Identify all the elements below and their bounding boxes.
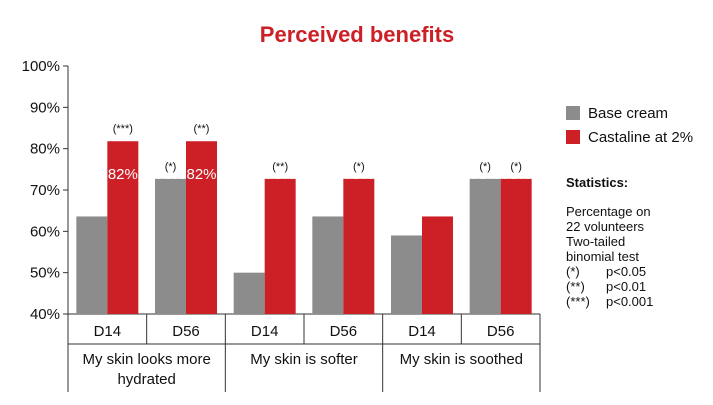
- significance-marker: (**): [194, 123, 210, 135]
- y-tick-label: 60%: [30, 223, 60, 240]
- statistics-line: 22 volunteers: [566, 219, 645, 234]
- legend: Base cream Castaline at 2%: [566, 105, 693, 146]
- data-label: 73%: [265, 166, 295, 183]
- bar-base-cream-1: [155, 178, 186, 314]
- category-label: D56: [487, 323, 515, 340]
- significance-marker: (*): [165, 161, 177, 173]
- group-label: My skin is soothed: [400, 351, 523, 368]
- category-label: D14: [94, 323, 122, 340]
- y-tick-label: 100%: [22, 58, 60, 75]
- y-tick-label: 70%: [30, 182, 60, 199]
- significance-marker: (*): [479, 161, 491, 173]
- y-tick-label: 40%: [30, 306, 60, 323]
- statistics-line: Two-tailed: [566, 234, 625, 249]
- data-label: 82%: [108, 166, 138, 183]
- legend-swatch: [566, 130, 580, 144]
- significance-threshold: p<0.01: [606, 279, 646, 294]
- significance-marker: (***): [113, 123, 133, 135]
- bar-base-cream-5: [469, 178, 501, 314]
- category-label: D56: [172, 323, 200, 340]
- bar-base-cream-2: [233, 272, 265, 314]
- legend-swatch: [566, 106, 580, 120]
- bar-castaline-2: [264, 178, 296, 314]
- bar-castaline-3: [343, 178, 375, 314]
- y-tick-label: 50%: [30, 265, 60, 282]
- data-label: 73%: [470, 166, 500, 183]
- bar-castaline-5: [500, 178, 532, 314]
- y-tick-label: 90%: [30, 99, 60, 116]
- axes: 40% 50% 60% 70% 80% 90% 100% D14 D56 D14 D56 D14 D56…: [22, 58, 541, 392]
- significance-marker: (**): [272, 161, 288, 173]
- bars: [76, 141, 532, 314]
- legend-label: Base cream: [588, 105, 668, 122]
- significance-marker: (*): [353, 161, 365, 173]
- data-label: 73%: [501, 166, 531, 183]
- data-label: 73%: [344, 166, 374, 183]
- group-label: My skin is softer: [250, 351, 358, 368]
- significance-symbol: (*): [566, 264, 580, 279]
- bar-castaline-1: [186, 141, 217, 314]
- group-label: hydrated: [117, 371, 175, 388]
- bar-labels: 82%(***)73%(*) 82%(**)73%(**) 73%(*) 73%(*)…: [108, 123, 531, 183]
- bar-base-cream-0: [76, 216, 108, 314]
- category-label: D56: [330, 323, 358, 340]
- category-label: D14: [251, 323, 279, 340]
- significance-threshold: p<0.001: [606, 294, 653, 309]
- y-tick-label: 80%: [30, 141, 60, 158]
- category-label: D14: [408, 323, 436, 340]
- statistics-line: binomial test: [566, 249, 639, 264]
- significance-marker: (*): [510, 161, 522, 173]
- significance-symbol: (***): [566, 294, 590, 309]
- significance-symbol: (**): [566, 279, 585, 294]
- bar-castaline-0: [107, 141, 139, 314]
- bar-base-cream-3: [312, 216, 344, 314]
- data-label: 73%: [155, 166, 185, 183]
- data-label: 82%: [186, 166, 216, 183]
- statistics-line: Percentage on: [566, 204, 651, 219]
- significance-threshold: p<0.05: [606, 264, 646, 279]
- legend-label: Castaline at 2%: [588, 129, 693, 146]
- chart-title: Perceived benefits: [260, 22, 454, 47]
- bar-castaline-4: [422, 216, 453, 314]
- statistics-heading: Statistics:: [566, 175, 628, 190]
- bar-base-cream-4: [391, 235, 422, 314]
- group-label: My skin looks more: [82, 351, 210, 368]
